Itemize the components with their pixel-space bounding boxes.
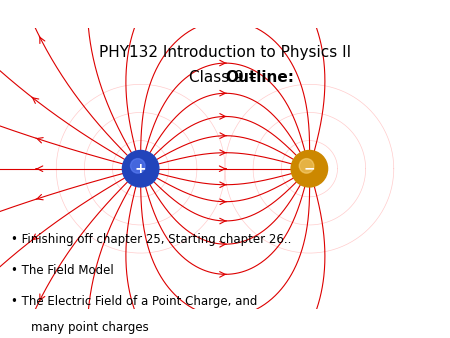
Text: Outline:: Outline: bbox=[225, 70, 294, 85]
Text: • Finishing off chapter 25, Starting chapter 26..: • Finishing off chapter 25, Starting cha… bbox=[11, 234, 292, 246]
Text: many point charges: many point charges bbox=[31, 320, 148, 334]
Text: +: + bbox=[135, 162, 146, 176]
Text: −: − bbox=[304, 162, 315, 176]
Text: Class 9 –: Class 9 – bbox=[189, 70, 261, 85]
Text: • The Field Model: • The Field Model bbox=[11, 264, 114, 277]
Circle shape bbox=[122, 150, 159, 187]
Circle shape bbox=[299, 159, 314, 173]
Text: PHY132 Introduction to Physics II: PHY132 Introduction to Physics II bbox=[99, 45, 351, 60]
Circle shape bbox=[291, 150, 328, 187]
Text: • The Electric Field of a Point Charge, and: • The Electric Field of a Point Charge, … bbox=[11, 295, 257, 308]
Circle shape bbox=[130, 159, 145, 173]
